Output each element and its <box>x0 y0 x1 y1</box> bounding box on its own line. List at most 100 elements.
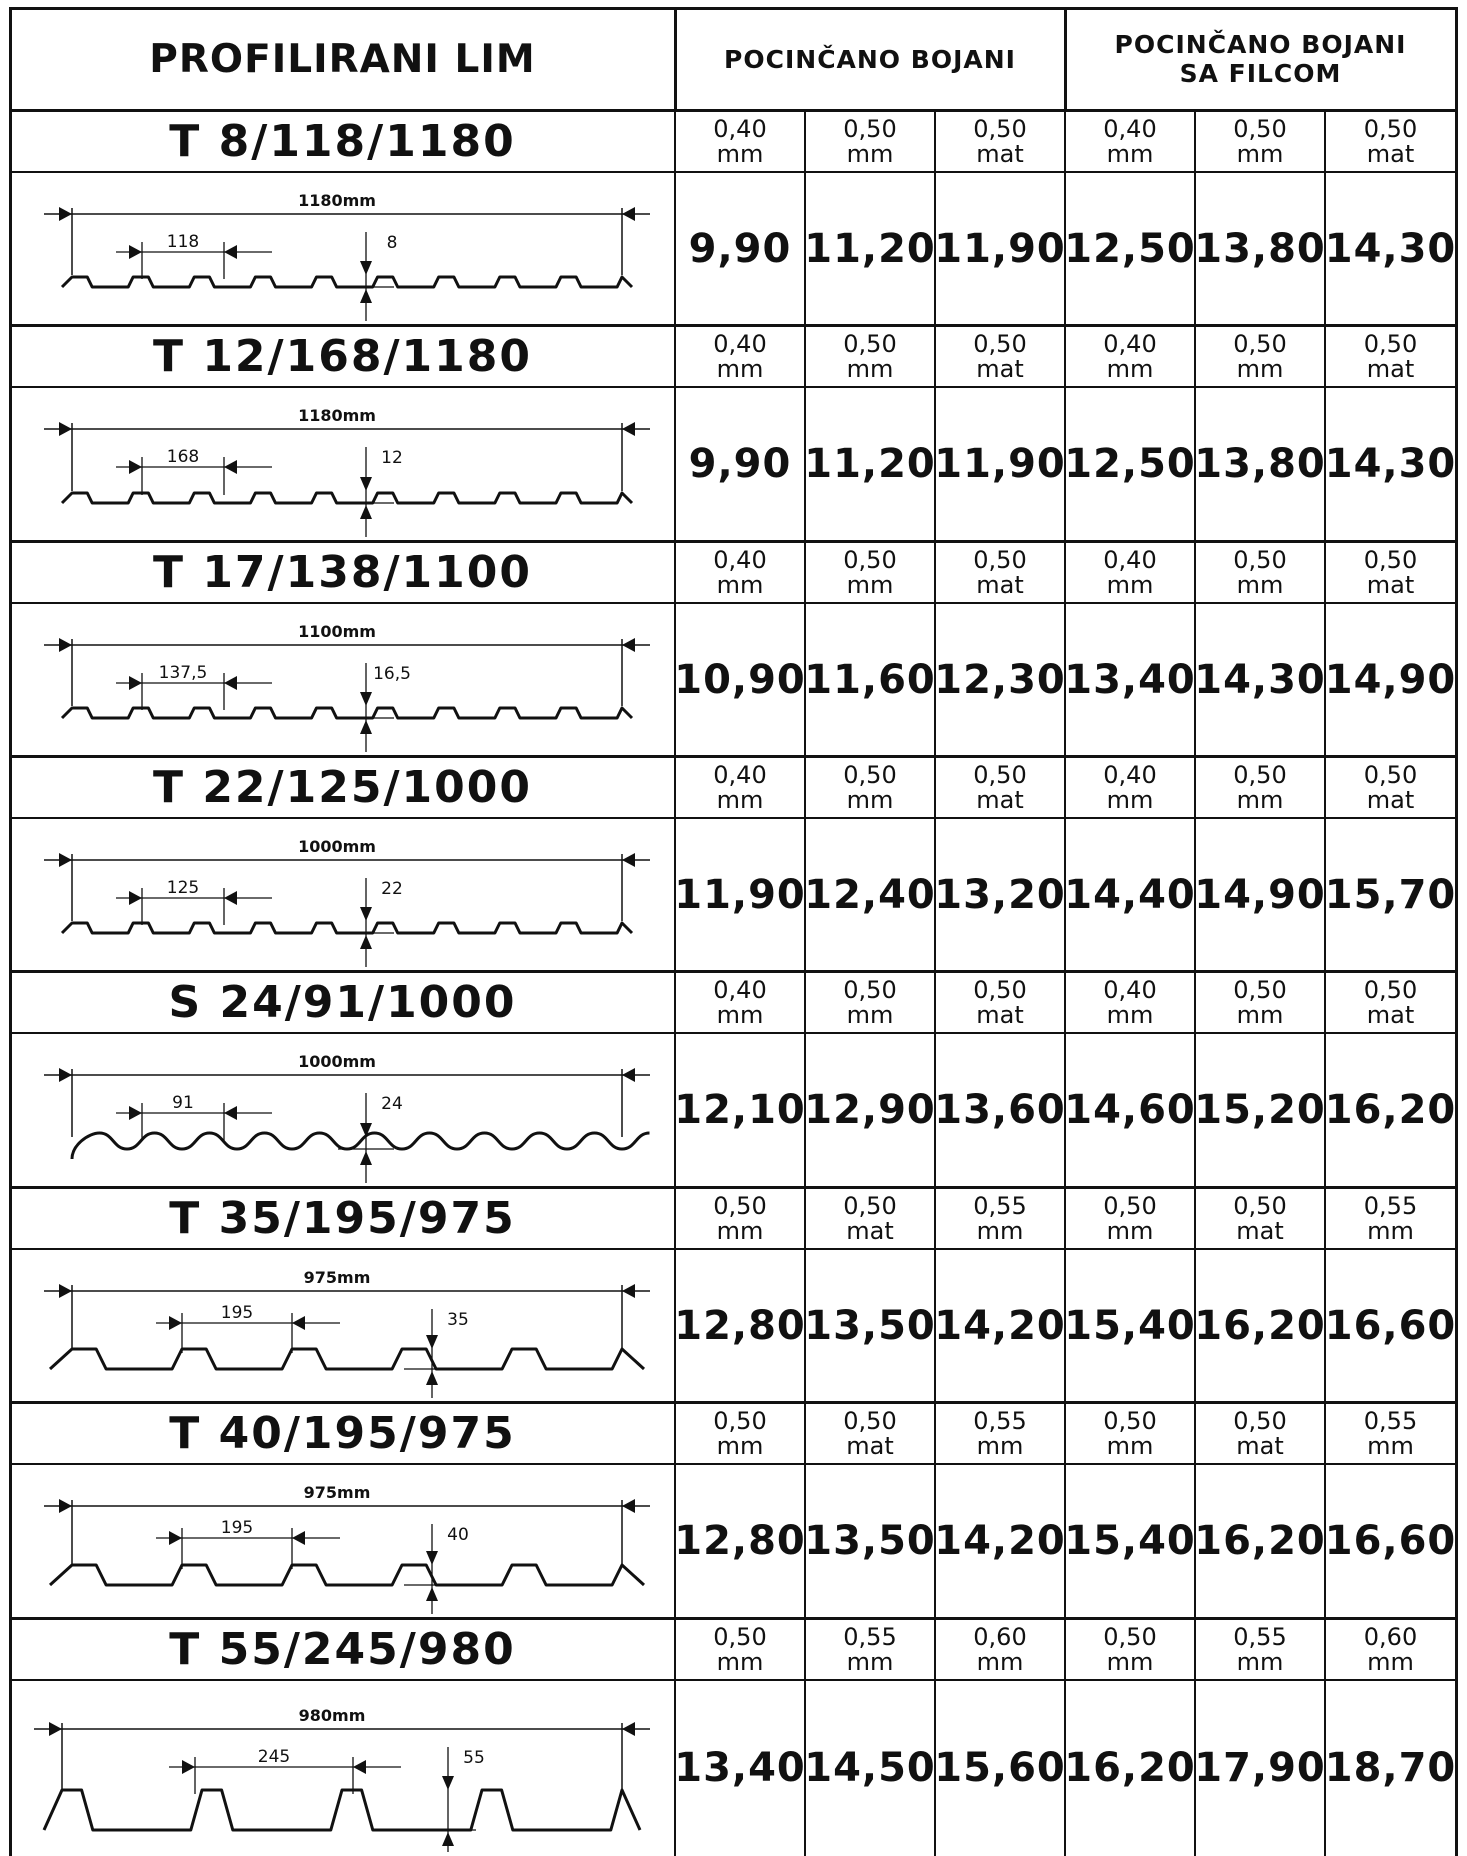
spec-thickness: 0,55 <box>1363 1407 1418 1435</box>
price-cell: 14,30 <box>1324 441 1457 487</box>
column-divider <box>1064 1402 1066 1618</box>
pitch-label: 125 <box>167 878 199 898</box>
column-divider <box>1324 971 1326 1187</box>
spec-finish: mm <box>976 1648 1024 1676</box>
column-divider <box>1324 541 1326 756</box>
spec-cell: 0,50 mm <box>1065 1402 1195 1464</box>
spec-finish: mat <box>1366 355 1415 383</box>
column-divider <box>934 541 936 756</box>
spec-finish: mm <box>846 571 894 599</box>
spec-finish: mat <box>976 571 1024 599</box>
spec-thickness: 0,50 <box>843 1407 897 1435</box>
dimension-arrow <box>426 1551 438 1565</box>
column-divider <box>1194 110 1196 325</box>
profile-name: T 22/125/1000 <box>152 761 532 813</box>
spec-cell: 0,50 mat <box>805 1402 935 1464</box>
spec-cell: 0,40 mm <box>675 541 805 603</box>
spec-thickness: 0,50 <box>843 330 897 358</box>
spec-finish: mm <box>1106 1001 1154 1029</box>
dimension-arrow <box>622 1068 635 1082</box>
spec-thickness: 0,40 <box>1103 115 1157 143</box>
spec-thickness: 0,40 <box>713 115 767 143</box>
spec-thickness: 0,50 <box>713 1623 767 1651</box>
height-label: 12 <box>381 448 403 468</box>
spec-finish: mm <box>716 571 764 599</box>
dimension-arrow <box>59 638 72 652</box>
spec-thickness: 0,50 <box>1363 546 1418 574</box>
pitch-label: 195 <box>221 1303 253 1323</box>
price-cell: 11,90 <box>674 871 806 918</box>
spec-cell: 0,50 mm <box>675 1187 805 1249</box>
spec-thickness: 0,60 <box>973 1623 1027 1651</box>
spec-finish: mat <box>1366 786 1415 814</box>
dimension-arrow <box>360 692 372 706</box>
height-label: 55 <box>463 1748 485 1768</box>
spec-cell: 0,50 mat <box>935 541 1065 603</box>
spec-finish: mm <box>1236 355 1284 383</box>
price-cell: 12,80 <box>674 1518 806 1564</box>
dimension-arrow <box>622 207 635 221</box>
dimension-arrow <box>182 1760 195 1774</box>
spec-cell: 0,50 mat <box>1195 1402 1325 1464</box>
spec-cell: 0,55 mm <box>1325 1187 1456 1249</box>
spec-finish: mat <box>976 355 1024 383</box>
spec-finish: mm <box>846 1648 894 1676</box>
dimension-arrow <box>169 1531 182 1545</box>
price-cell: 18,70 <box>1324 1745 1457 1791</box>
row-divider <box>9 970 1458 973</box>
dimension-arrow <box>360 289 372 303</box>
price-cell: 15,40 <box>1064 1518 1196 1564</box>
spec-thickness: 0,50 <box>843 761 897 789</box>
price-cell: 14,40 <box>1064 871 1196 918</box>
price-cell: 12,80 <box>674 1302 806 1349</box>
dimension-arrow <box>622 853 635 867</box>
spec-finish: mat <box>1236 1217 1284 1245</box>
dimension-arrow <box>59 207 72 221</box>
profile-diagram: 1180mm 118 8 <box>44 191 650 321</box>
spec-finish: mm <box>1106 786 1154 814</box>
profile-name: T 17/138/1100 <box>152 546 532 598</box>
total-width-label: 1180mm <box>298 406 376 425</box>
price-cell: 13,60 <box>934 1087 1066 1133</box>
spec-thickness: 0,40 <box>1103 761 1157 789</box>
pitch-label: 168 <box>167 447 199 467</box>
column-divider <box>1324 756 1326 971</box>
column-divider <box>804 1618 806 1856</box>
price-cell: 11,20 <box>804 225 936 272</box>
spec-cell: 0,40 mm <box>675 756 805 818</box>
spec-thickness: 0,55 <box>1363 1192 1418 1220</box>
spec-thickness: 0,50 <box>713 1192 767 1220</box>
dimension-arrow <box>49 1722 62 1736</box>
dimension-arrow <box>442 1776 454 1790</box>
spec-finish: mm <box>1106 1432 1154 1460</box>
price-cell: 13,50 <box>804 1302 936 1349</box>
pitch-label: 91 <box>172 1093 194 1113</box>
dimension-arrow <box>129 460 142 474</box>
dimension-arrow <box>426 1335 438 1349</box>
table-title: PROFILIRANI LIM <box>149 36 536 82</box>
spec-thickness: 0,40 <box>1103 976 1157 1004</box>
row-divider <box>9 1617 1458 1620</box>
spec-cell: 0,50 mm <box>1195 971 1325 1033</box>
price-cell: 13,80 <box>1194 225 1326 272</box>
dimension-arrow <box>59 422 72 436</box>
price-cell: 14,50 <box>804 1745 936 1791</box>
spec-divider <box>9 602 1458 604</box>
column-divider <box>1324 1402 1326 1618</box>
column-divider <box>674 971 676 1187</box>
dimension-arrow <box>224 891 237 905</box>
table-border-left <box>9 7 12 1856</box>
dimension-arrow <box>360 907 372 921</box>
dimension-arrow <box>426 1371 438 1385</box>
sheet-profile-outline <box>60 706 634 720</box>
column-divider <box>934 1402 936 1618</box>
spec-thickness: 0,50 <box>1233 115 1287 143</box>
spec-thickness: 0,50 <box>1233 1192 1287 1220</box>
price-cell: 11,90 <box>934 225 1066 272</box>
spec-thickness: 0,50 <box>1103 1192 1157 1220</box>
spec-finish: mm <box>1236 571 1284 599</box>
spec-finish: mm <box>976 1217 1024 1245</box>
spec-finish: mm <box>716 1001 764 1029</box>
spec-thickness: 0,40 <box>713 330 767 358</box>
spec-cell: 0,50 mat <box>805 1187 935 1249</box>
